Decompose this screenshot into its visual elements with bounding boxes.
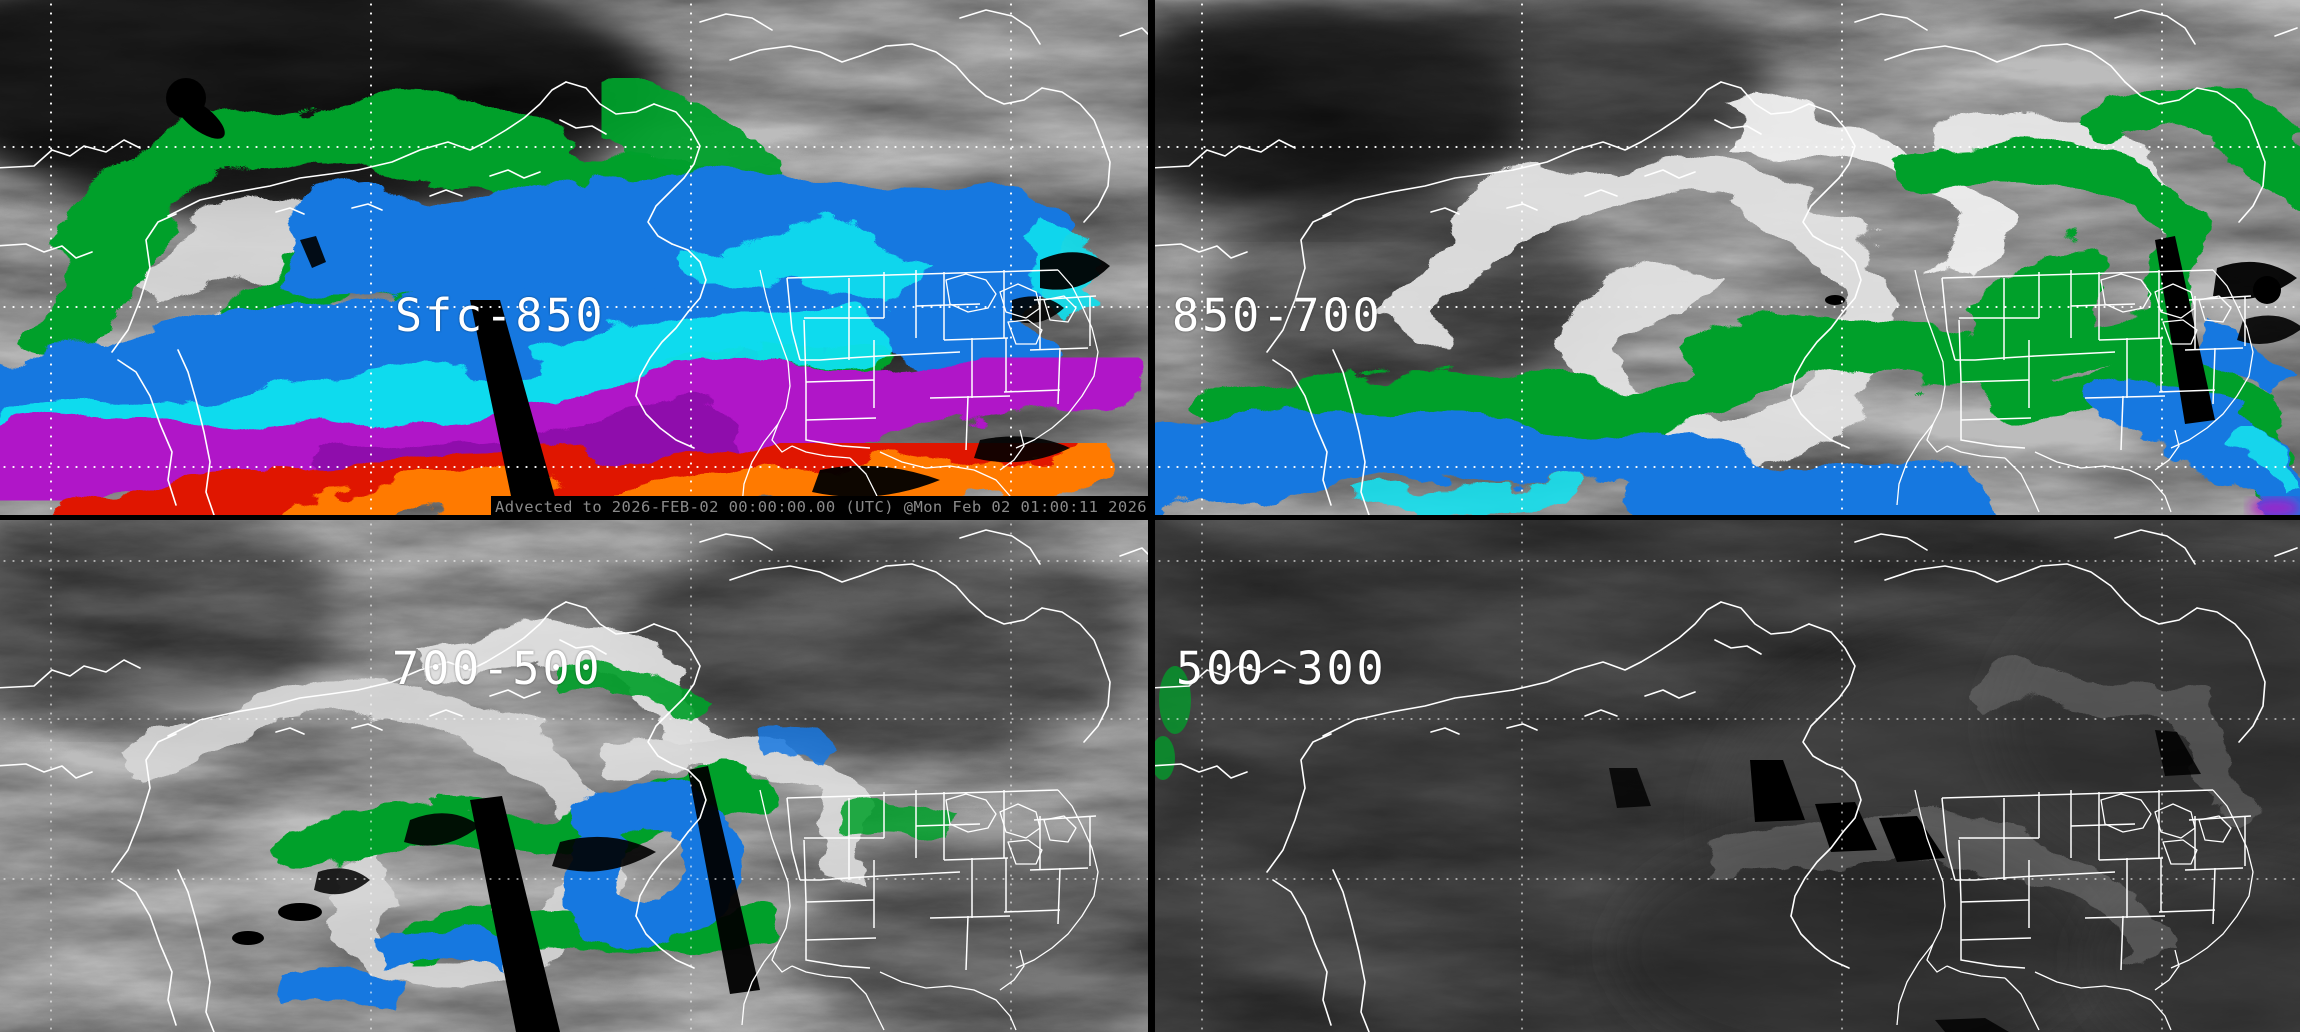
panel-divider-horizontal (0, 515, 2300, 520)
satellite-image-sfc-850 (0, 0, 1148, 515)
timestamp-bar: Advected to 2026-FEB-02 00:00:00.00 (UTC… (491, 496, 1148, 518)
panel-label-700-500: 700-500 (392, 642, 603, 695)
panel-sfc-850[interactable] (0, 0, 1148, 515)
panel-label-sfc-850: Sfc-850 (395, 289, 606, 342)
satellite-image-500-300 (1155, 520, 2300, 1032)
panel-label-500-300: 500-300 (1176, 642, 1387, 695)
satellite-image-850-700 (1155, 0, 2300, 515)
satellite-image-700-500 (0, 520, 1148, 1032)
panel-label-850-700: 850-700 (1172, 289, 1383, 342)
panel-500-300[interactable] (1155, 520, 2300, 1032)
panel-700-500[interactable] (0, 520, 1148, 1032)
panel-850-700[interactable] (1155, 0, 2300, 515)
timestamp-text: Advected to 2026-FEB-02 00:00:00.00 (UTC… (495, 498, 1148, 516)
